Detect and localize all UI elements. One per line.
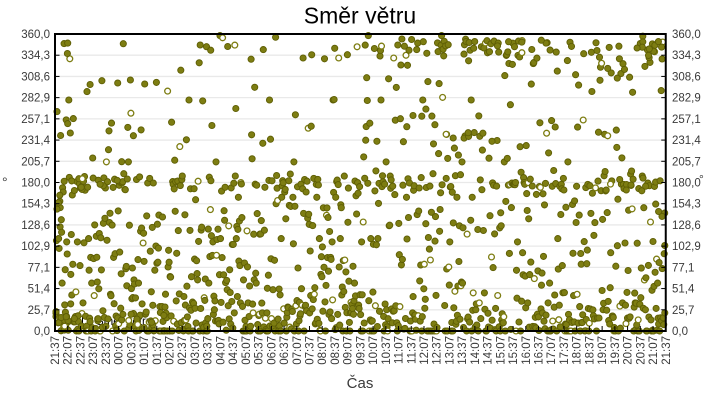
svg-text:20:37: 20:37 <box>635 336 647 365</box>
svg-text:00:37: 00:37 <box>126 336 138 365</box>
svg-text:102,9: 102,9 <box>672 241 701 253</box>
svg-text:14:07: 14:07 <box>470 336 482 365</box>
svg-text:03:07: 03:07 <box>190 336 202 365</box>
svg-text:17:07: 17:07 <box>546 336 558 365</box>
svg-text:205,7: 205,7 <box>21 156 50 168</box>
svg-text:18:07: 18:07 <box>572 336 584 365</box>
svg-text:128,6: 128,6 <box>672 220 701 232</box>
svg-text:20:07: 20:07 <box>623 336 635 365</box>
svg-text:11:07: 11:07 <box>394 336 406 364</box>
svg-text:19:37: 19:37 <box>610 336 622 365</box>
svg-text:16:07: 16:07 <box>521 336 533 365</box>
svg-text:°: ° <box>2 174 8 190</box>
svg-text:334,3: 334,3 <box>672 50 701 62</box>
svg-text:22:07: 22:07 <box>63 336 75 365</box>
svg-text:154,3: 154,3 <box>21 199 50 211</box>
svg-text:16:37: 16:37 <box>534 336 546 365</box>
svg-text:08:07: 08:07 <box>317 336 329 365</box>
svg-text:25,7: 25,7 <box>28 305 50 317</box>
svg-text:25,7: 25,7 <box>672 305 694 317</box>
svg-text:308,6: 308,6 <box>21 71 50 83</box>
svg-text:05:37: 05:37 <box>254 336 266 365</box>
svg-text:180,0: 180,0 <box>672 178 701 190</box>
svg-text:05:07: 05:07 <box>241 336 253 365</box>
svg-text:06:07: 06:07 <box>266 336 278 365</box>
svg-text:205,7: 205,7 <box>672 156 701 168</box>
svg-text:15:07: 15:07 <box>495 336 507 365</box>
svg-text:08:37: 08:37 <box>330 336 342 365</box>
svg-text:07:07: 07:07 <box>292 336 304 365</box>
svg-text:01:37: 01:37 <box>152 336 164 365</box>
svg-text:0,0: 0,0 <box>672 326 688 338</box>
svg-text:0,0: 0,0 <box>34 326 50 338</box>
svg-text:15:37: 15:37 <box>508 336 520 365</box>
svg-text:10:07: 10:07 <box>368 336 380 365</box>
svg-text:308,6: 308,6 <box>672 71 701 83</box>
svg-text:154,3: 154,3 <box>672 199 701 211</box>
svg-text:01:07: 01:07 <box>139 336 151 365</box>
svg-text:°: ° <box>699 172 704 186</box>
svg-text:07:37: 07:37 <box>304 336 316 365</box>
svg-text:06:37: 06:37 <box>279 336 291 365</box>
svg-text:21:07: 21:07 <box>648 336 660 365</box>
svg-text:02:37: 02:37 <box>177 336 189 365</box>
svg-text:128,6: 128,6 <box>21 220 50 232</box>
svg-text:23:07: 23:07 <box>88 336 100 365</box>
svg-text:04:37: 04:37 <box>228 336 240 365</box>
svg-text:Čas: Čas <box>347 375 374 392</box>
svg-text:51,4: 51,4 <box>672 284 695 296</box>
svg-text:13:37: 13:37 <box>457 336 469 365</box>
svg-text:282,9: 282,9 <box>21 93 50 105</box>
svg-text:12:07: 12:07 <box>419 336 431 365</box>
svg-text:231,4: 231,4 <box>21 135 50 147</box>
svg-text:334,3: 334,3 <box>21 50 50 62</box>
svg-text:14:37: 14:37 <box>483 336 495 365</box>
svg-text:51,4: 51,4 <box>28 284 51 296</box>
svg-text:22:37: 22:37 <box>75 336 87 365</box>
svg-text:10:37: 10:37 <box>381 336 393 365</box>
svg-text:00:07: 00:07 <box>114 336 126 365</box>
svg-text:360,0: 360,0 <box>21 29 50 41</box>
svg-text:09:07: 09:07 <box>343 336 355 365</box>
svg-text:282,9: 282,9 <box>672 93 701 105</box>
svg-text:13:07: 13:07 <box>444 336 456 365</box>
svg-text:21:37: 21:37 <box>661 336 673 365</box>
svg-text:231,4: 231,4 <box>672 135 701 147</box>
svg-text:360,0: 360,0 <box>672 29 701 41</box>
svg-text:77,1: 77,1 <box>672 262 694 274</box>
svg-text:18:37: 18:37 <box>584 336 596 365</box>
svg-text:257,1: 257,1 <box>21 114 50 126</box>
svg-text:02:07: 02:07 <box>165 336 177 365</box>
svg-text:17:37: 17:37 <box>559 336 571 365</box>
svg-text:04:07: 04:07 <box>215 336 227 365</box>
svg-text:21:37: 21:37 <box>50 336 62 365</box>
svg-text:180,0: 180,0 <box>21 178 50 190</box>
svg-text:102,9: 102,9 <box>21 241 50 253</box>
svg-text:19:07: 19:07 <box>597 336 609 365</box>
svg-text:77,1: 77,1 <box>28 262 50 274</box>
svg-text:03:37: 03:37 <box>203 336 215 365</box>
svg-text:12:37: 12:37 <box>432 336 444 365</box>
svg-text:23:37: 23:37 <box>101 336 113 365</box>
svg-text:11:37: 11:37 <box>406 336 418 364</box>
svg-text:257,1: 257,1 <box>672 114 701 126</box>
svg-text:09:37: 09:37 <box>355 336 367 365</box>
svg-text:Směr větru: Směr větru <box>304 3 416 29</box>
